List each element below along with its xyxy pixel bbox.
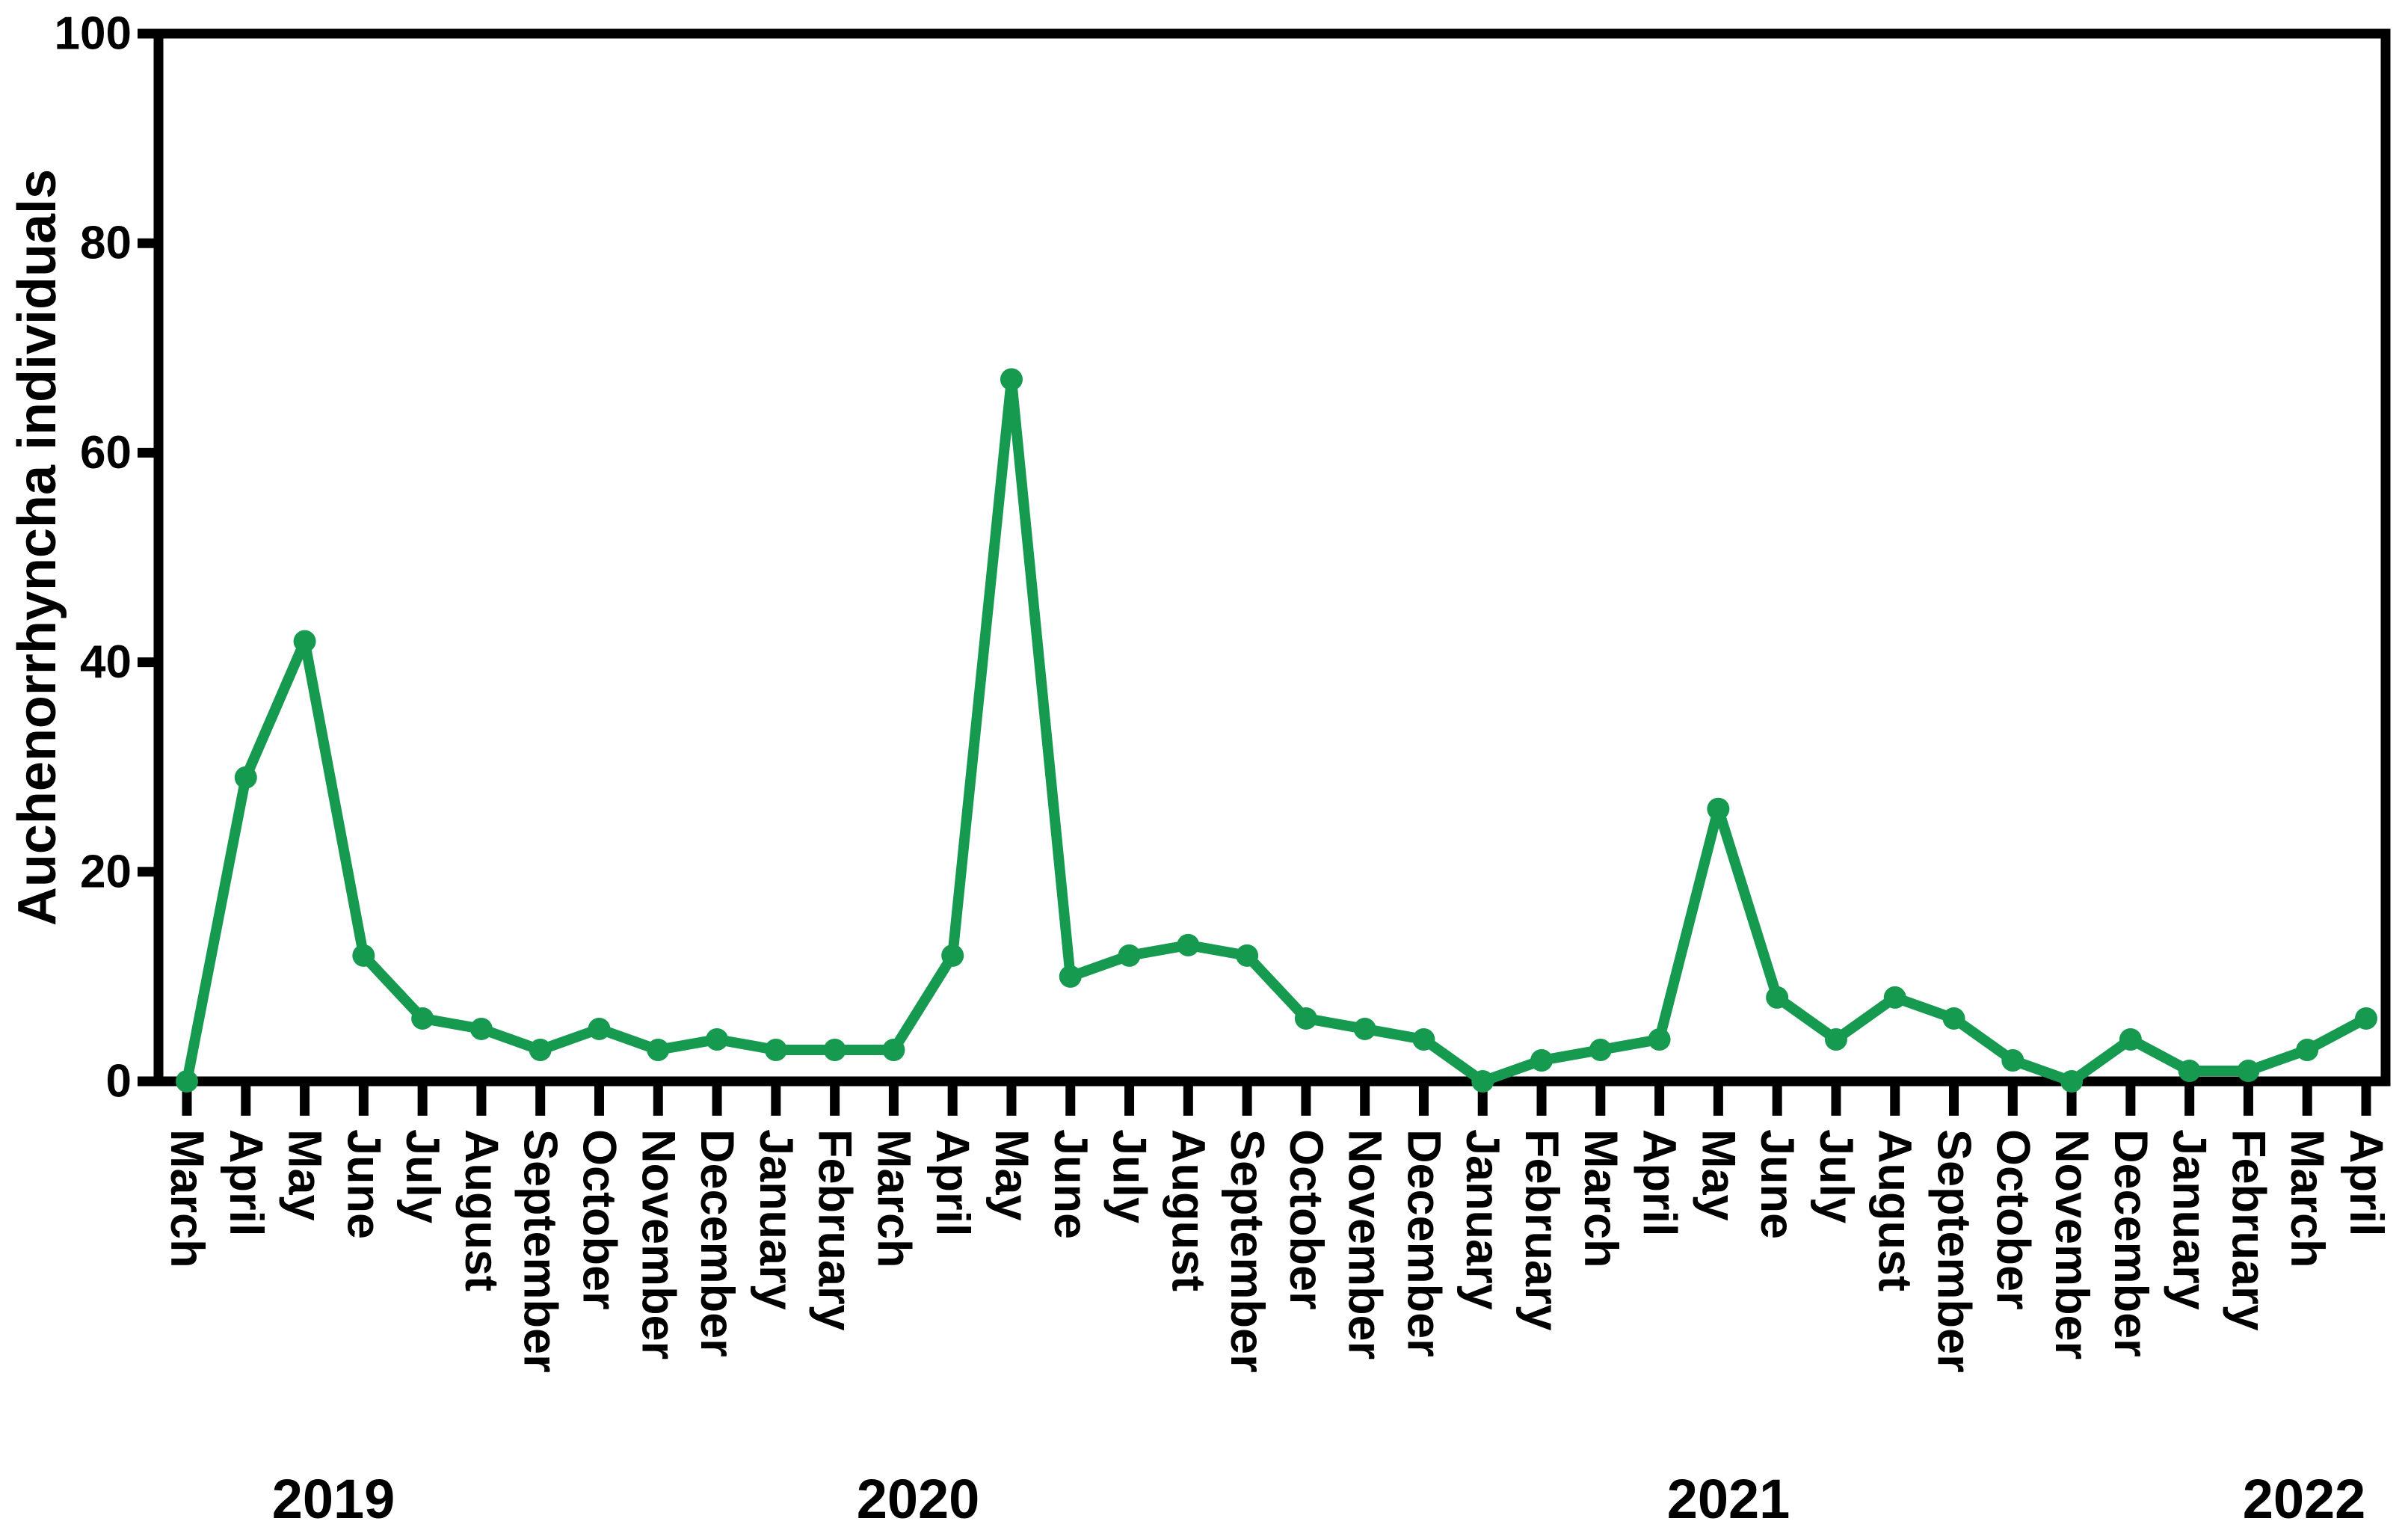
year-label: 2021 [1667,1468,1790,1527]
x-tick-label-month: May [985,1129,1038,1221]
x-tick-label-month: January [1456,1129,1509,1310]
data-series [176,368,2377,1093]
x-axis-ticks: March April May June July August September Octo… [161,1085,2392,1373]
x-tick-label-month: October [1280,1129,1332,1310]
data-point [823,1038,846,1061]
y-tick-label: 60 [80,427,132,479]
data-point [1236,944,1259,967]
x-tick-label-month: July [396,1129,449,1223]
data-point [1059,965,1082,988]
x-tick-label-month: January [750,1129,802,1310]
x-tick-label-month: June [1044,1129,1097,1239]
data-point [588,1017,611,1040]
data-point [1707,797,1730,820]
data-point [1000,368,1023,391]
data-point [2296,1038,2319,1061]
data-point [647,1038,670,1061]
x-tick-label-month: August [1869,1129,1921,1291]
x-tick-label-month: December [2104,1129,2157,1357]
data-point [1883,986,1906,1009]
data-point [2178,1059,2201,1082]
x-tick-label-month: November [2045,1129,2098,1359]
y-tick-label: 80 [80,218,132,269]
x-tick-label-month: March [2281,1129,2333,1268]
data-point [2237,1059,2260,1082]
axes-box [153,28,2391,1087]
x-tick-label-month: April [220,1129,272,1237]
year-label: 2020 [857,1468,980,1527]
x-tick-label-month: September [514,1129,567,1373]
year-labels: 2019 2020 2021 2022 [272,1468,2366,1527]
x-tick-label-month: February [2222,1129,2274,1331]
x-tick-label-month: November [1339,1129,1391,1359]
x-tick-label-month: April [1633,1129,1686,1237]
plot-frame [153,28,2391,1087]
y-axis-title: Auchenorrhyncha individuals [7,169,67,926]
x-tick-label-month: December [1397,1129,1450,1357]
x-tick-label-month: September [1928,1129,1980,1373]
data-point [1412,1027,1435,1051]
x-tick-label-month: February [809,1129,861,1331]
x-tick-label-month: May [1692,1129,1744,1221]
y-tick-label: 20 [80,846,132,897]
x-tick-label-month: May [279,1129,331,1221]
x-tick-label-month: March [1574,1129,1627,1268]
data-point [2119,1027,2142,1051]
x-tick-label-month: November [632,1129,684,1359]
x-tick-label-month: April [2340,1129,2392,1237]
data-point [1294,1007,1317,1030]
x-tick-label-month: January [2164,1129,2216,1310]
data-point [706,1027,729,1051]
y-tick-label: 0 [106,1056,132,1107]
data-point [352,944,375,967]
data-point [1471,1070,1494,1093]
data-point [1824,1027,1847,1051]
y-axis-ticks: 0 20 40 60 80 100 [55,8,155,1107]
x-tick-label-month: July [1103,1129,1156,1223]
data-point [1648,1027,1671,1051]
data-point [1118,944,1141,967]
x-tick-label-month: June [337,1129,389,1239]
y-tick-label: 40 [80,636,132,688]
data-point [2001,1048,2024,1072]
y-tick-label: 100 [55,8,132,60]
x-tick-label-month: March [161,1129,213,1268]
x-tick-label-month: April [926,1129,979,1237]
data-point [764,1038,787,1061]
data-point [293,630,316,653]
x-tick-label-month: August [455,1129,508,1291]
data-point [1942,1007,1965,1030]
data-point [469,1017,493,1040]
x-tick-label-month: October [1986,1129,2039,1310]
data-point [1589,1038,1612,1061]
x-tick-label-month: October [573,1129,625,1310]
x-tick-label-month: June [1751,1129,1803,1239]
data-point [2355,1007,2377,1030]
year-label: 2019 [272,1468,395,1527]
data-point [882,1038,905,1061]
data-point [1530,1048,1554,1072]
data-point [941,944,964,967]
data-point [2060,1070,2084,1093]
data-point [176,1070,198,1093]
data-point [529,1038,552,1061]
x-tick-label-month: March [867,1129,920,1268]
x-tick-label-month: July [1810,1129,1862,1223]
x-tick-label-month: December [691,1129,743,1357]
data-point [411,1007,434,1030]
data-point [234,766,257,789]
x-tick-label-month: September [1221,1129,1273,1373]
x-tick-label-month: August [1162,1129,1214,1291]
x-tick-label-month: February [1515,1129,1568,1331]
year-label: 2022 [2243,1468,2366,1527]
data-point [1177,933,1200,956]
data-point [1766,986,1789,1009]
data-point [1353,1017,1376,1040]
series-line [182,374,2371,1087]
